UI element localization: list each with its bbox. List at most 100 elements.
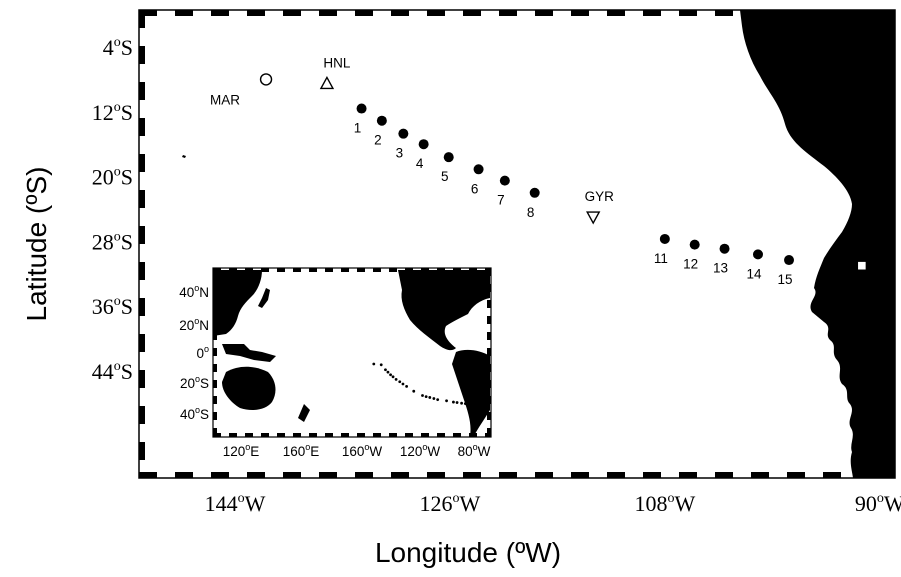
inset-frame-segment (261, 268, 269, 272)
inset-frame-segment (373, 433, 381, 437)
inset-frame-segment (341, 268, 349, 272)
inset-frame-segment (389, 433, 397, 437)
frame-segment (535, 472, 553, 478)
inset-frame-segment (213, 332, 217, 340)
frame-segment (787, 472, 805, 478)
inset-x-tick-label: 160oE (283, 442, 320, 459)
frame-segment (139, 298, 145, 316)
station-label: 4 (416, 156, 424, 171)
inset-track-point (428, 396, 432, 399)
site-marker-triangle-up (319, 75, 335, 90)
frame-segment (571, 10, 589, 16)
site-label: HNL (323, 55, 350, 70)
map-frame (138, 9, 896, 479)
station-label: 8 (527, 205, 535, 220)
y-tick-labels: 4oS 12oS 20oS 28oS 36oS 44oS (92, 35, 133, 384)
station-marker (499, 175, 510, 186)
inset-frame-segment (213, 300, 217, 308)
inset-track-point (401, 382, 405, 386)
frame-segment (679, 10, 697, 16)
inset-frame-segment (487, 380, 491, 388)
inset-frame-segment (229, 268, 237, 272)
inset-frame-segment (405, 433, 413, 437)
station-marker (443, 152, 454, 163)
inset-x-tick-label: 80oW (458, 442, 491, 459)
station-marker (529, 187, 540, 198)
frame-segment (787, 10, 805, 16)
inset-y-tick-label: 20oN (179, 316, 209, 333)
frame-segment (139, 154, 145, 172)
frame-segment (283, 10, 301, 16)
inset-frame-segment (277, 433, 285, 437)
frame-segment (715, 472, 733, 478)
station-marker (356, 103, 367, 114)
frame-segment (889, 262, 895, 280)
inset-frame-segment (213, 396, 217, 404)
station-marker (659, 233, 670, 244)
frame-segment (889, 334, 895, 352)
south-america-landmass (740, 10, 895, 478)
frame-segment (139, 406, 145, 424)
inset-frame-segment (293, 268, 301, 272)
inset-frame-segment (245, 268, 253, 272)
frame-segment (823, 10, 841, 16)
x-tick-label: 90oW (855, 491, 901, 516)
inset-frame-segment (309, 433, 317, 437)
inset-frame (212, 267, 492, 438)
inset-track-point (463, 402, 467, 406)
frame-segment (889, 82, 895, 100)
frame-segment (211, 10, 229, 16)
inset-frame-segment (487, 364, 491, 372)
frame-segment (283, 472, 301, 478)
inset-australia (222, 366, 276, 410)
site-label: EGY (856, 238, 885, 253)
frame-segment (889, 298, 895, 316)
station-marker (784, 255, 795, 266)
inset-south-america (452, 349, 490, 436)
inset-frame-segment (487, 268, 491, 276)
frame-segment (139, 442, 145, 460)
inset-frame-segment (487, 428, 491, 436)
inset-frame-segment (213, 380, 217, 388)
inset-track-point (436, 398, 440, 402)
frame-segment (679, 472, 697, 478)
frame-segment (355, 10, 373, 16)
site-label: GYR (585, 189, 615, 204)
inset-frame-segment (373, 268, 381, 272)
frame-segment (139, 262, 145, 280)
inset-frame-segment (213, 284, 217, 292)
station-label: 2 (374, 133, 382, 148)
frame-segment (247, 472, 265, 478)
y-tick-label: 12oS (92, 100, 133, 125)
inset-frame-segment (469, 433, 477, 437)
site-marker-circle (259, 73, 273, 86)
frame-segment (355, 472, 373, 478)
inset-frame-segment (309, 268, 317, 272)
inset-track-point (386, 370, 390, 374)
frame-segment (889, 10, 895, 28)
site-marker-square (856, 260, 868, 271)
inset-frame-segment (277, 268, 285, 272)
inset-frame-segment (487, 316, 491, 324)
frame-segment (139, 46, 145, 64)
inset-frame-segment (453, 433, 461, 437)
station-label: 3 (396, 146, 404, 161)
frame-segment (823, 472, 841, 478)
frame-segment (889, 226, 895, 244)
inset-x-tick-labels: 120oE 160oE 160oW 120oW 80oW (223, 442, 491, 459)
inset-track-point (372, 362, 376, 366)
frame-segment (139, 226, 145, 244)
inset-track-point (452, 400, 455, 404)
inset-frame-segment (469, 268, 477, 272)
inset-frame-segment (357, 268, 365, 272)
station-marker (473, 164, 484, 175)
inset-frame-segment (487, 348, 491, 356)
inset-asia (213, 270, 262, 336)
inset-frame-segment (357, 433, 365, 437)
station-markers: 1234567811121314151718192021 (354, 103, 795, 287)
frame-segment (643, 10, 661, 16)
y-tick-label: 4oS (103, 35, 133, 60)
x-tick-labels: 144oW126oW108oW90oW72oW (205, 491, 901, 516)
x-tick-label: 144oW (205, 491, 266, 516)
y-tick-label: 20oS (92, 165, 133, 190)
